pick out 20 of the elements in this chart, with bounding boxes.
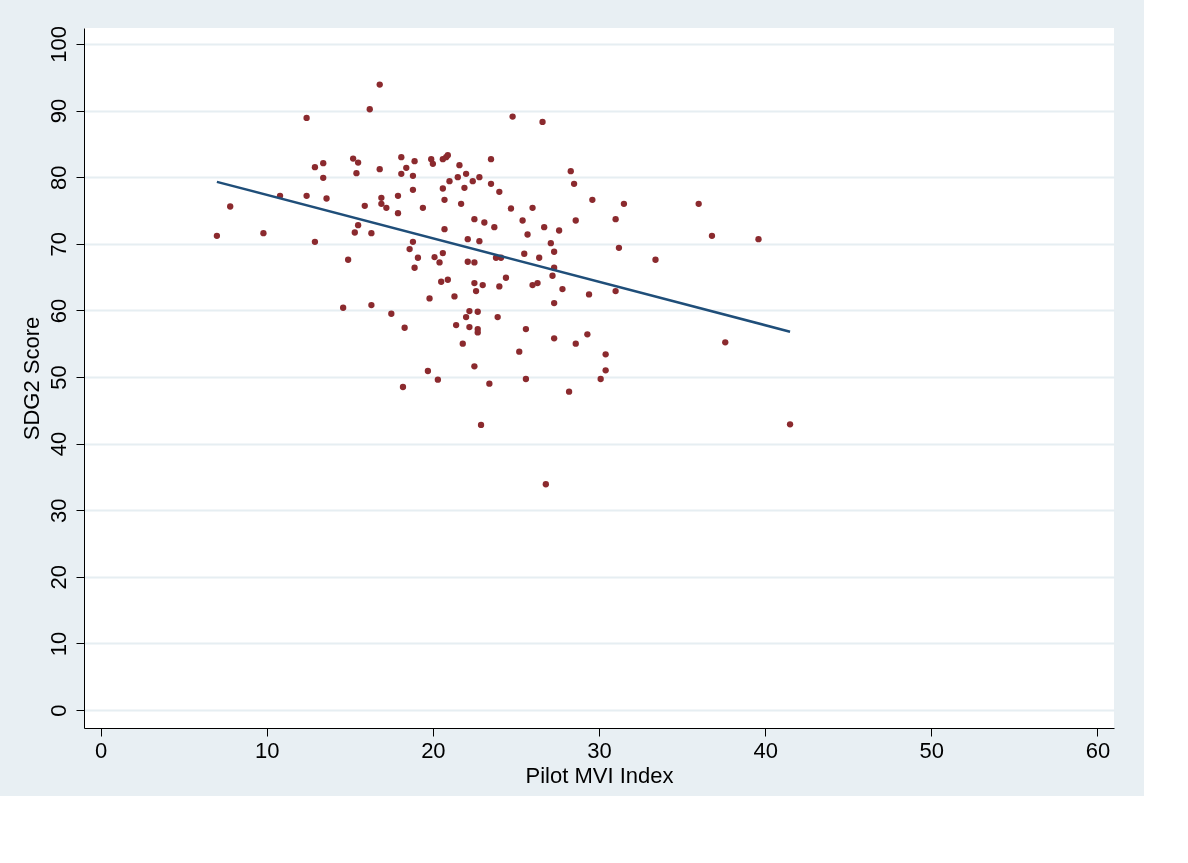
y-tick-label: 100	[45, 26, 71, 63]
x-tick-label: 0	[94, 737, 108, 763]
x-axis-title: Pilot MVI Index	[525, 762, 674, 788]
x-tick-label: 60	[1085, 737, 1111, 763]
y-tick-label: 90	[45, 98, 71, 124]
x-tick-label: 50	[919, 737, 944, 763]
x-tick-label: 30	[587, 737, 612, 763]
y-tick-label: 40	[45, 431, 71, 457]
y-tick-label: 50	[45, 365, 71, 390]
y-tick-label: 70	[45, 232, 71, 257]
y-tick-label: 20	[45, 565, 71, 590]
x-tick-label: 20	[421, 737, 446, 763]
y-tick-label: 10	[45, 631, 71, 657]
x-tick-label: 10	[255, 737, 280, 763]
y-tick-label: 60	[45, 298, 71, 324]
y-axis-title: SDG2 Score	[18, 316, 44, 441]
y-tick-label: 30	[45, 498, 71, 523]
y-tick-label: 0	[45, 704, 71, 717]
x-tick-label: 40	[753, 737, 778, 763]
y-tick-label: 80	[45, 165, 71, 190]
